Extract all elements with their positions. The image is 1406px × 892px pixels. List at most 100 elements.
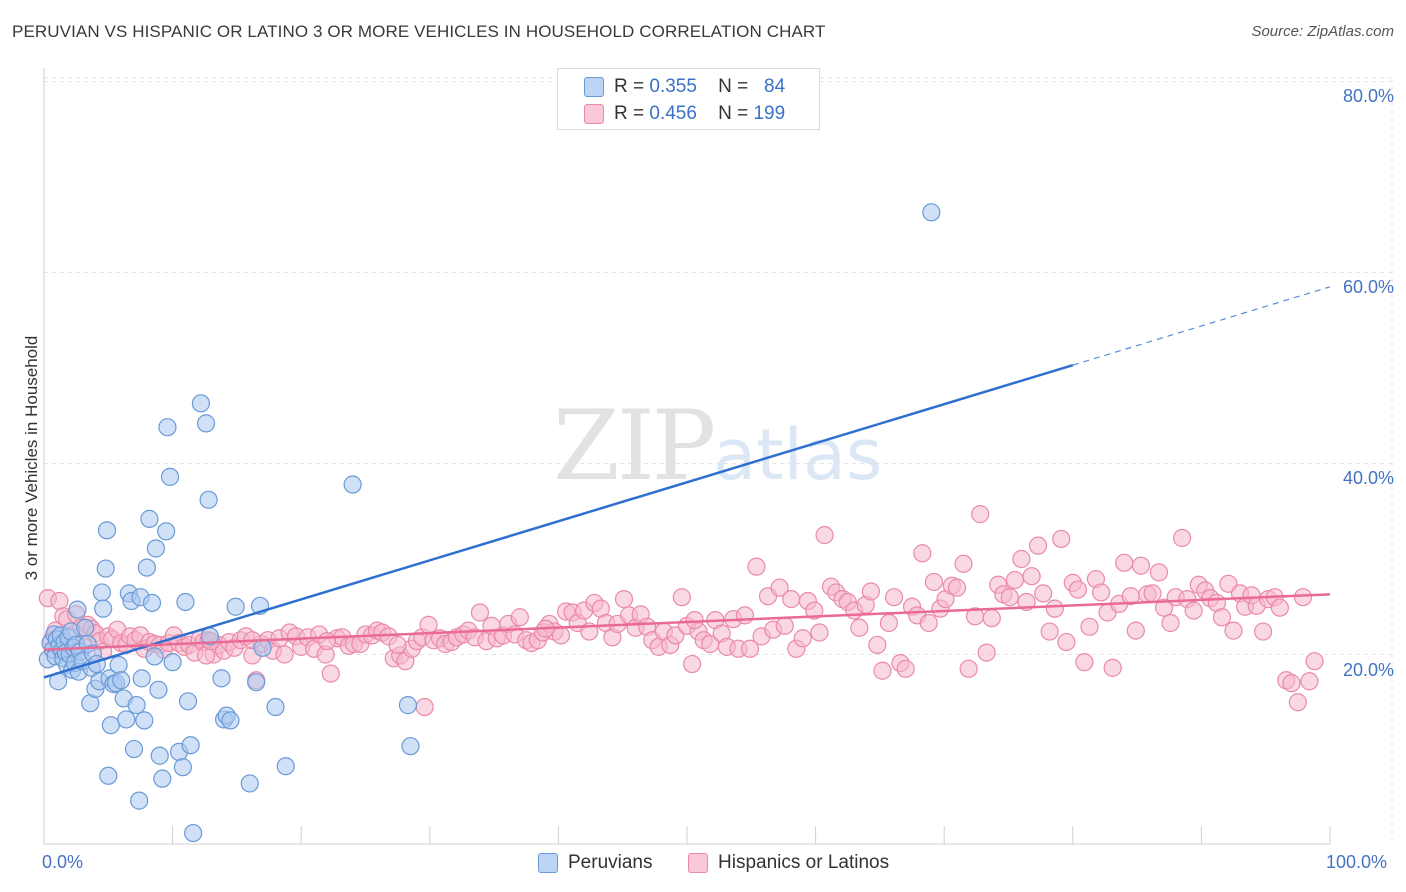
hispanic-point — [321, 664, 340, 683]
peruvian-point — [253, 638, 272, 657]
hispanic-point — [959, 659, 978, 678]
hispanic-point — [1045, 599, 1064, 618]
peruvian-point — [137, 558, 156, 577]
peruvian-point — [140, 509, 159, 528]
peruvian-point — [127, 696, 146, 715]
peruvian-point — [196, 414, 216, 433]
hispanic-point — [1005, 570, 1025, 590]
hispanic-point — [810, 623, 829, 642]
trend-lines — [43, 286, 1331, 679]
hispanic-point — [1091, 583, 1111, 602]
hispanic-point — [275, 645, 294, 664]
hispanic-point — [1212, 608, 1232, 627]
hispanic-point — [1075, 653, 1094, 672]
legend-n-value: 199 — [753, 103, 786, 124]
peruvian-point — [150, 746, 169, 765]
peruvian-point — [276, 757, 295, 776]
hispanic-point — [879, 613, 899, 633]
hispanic-point — [317, 632, 337, 651]
y-tick-label: 60.0% — [1342, 277, 1394, 297]
peruvian-point — [401, 737, 420, 756]
hispanic-point — [50, 591, 69, 611]
hispanic-point — [1126, 621, 1145, 640]
hispanic-point — [805, 601, 824, 620]
legend-r-value: 0.355 — [649, 76, 697, 97]
hispanic-point — [1293, 588, 1313, 607]
peruvian-trend-extension — [1072, 286, 1331, 366]
hispanic-point — [1270, 598, 1289, 617]
hispanic-point — [1057, 632, 1076, 652]
hispanic-point — [747, 557, 766, 576]
peruvian-point — [199, 490, 218, 509]
hispanic-point — [896, 659, 915, 678]
peruvian-point — [145, 647, 164, 666]
hispanic-point — [1115, 553, 1134, 572]
peruvian-point — [398, 696, 418, 715]
peruvian-point — [160, 467, 180, 486]
peruvian-point — [92, 583, 111, 602]
hispanic-point — [971, 505, 990, 524]
peruvian-point — [266, 697, 285, 717]
source-label: Source: ZipAtlas.com — [1251, 23, 1394, 40]
hispanic-point — [1173, 528, 1192, 548]
peruvian-point — [191, 394, 210, 413]
hispanic-point — [683, 654, 702, 674]
peruvian-point — [135, 711, 154, 730]
hispanic-point — [1022, 567, 1041, 586]
hispanic-point — [1103, 658, 1122, 677]
grid — [44, 77, 1393, 844]
hispanic-point — [868, 635, 887, 655]
peruvian-point — [76, 618, 95, 637]
peruvian-point — [157, 522, 176, 541]
peruvian-point — [149, 680, 168, 699]
hispanic-point — [924, 572, 944, 592]
hispanic-point — [884, 588, 904, 607]
peruvian-point — [146, 539, 165, 558]
hispanic-point — [510, 608, 529, 627]
peruvian-point — [212, 669, 231, 688]
hispanic-point — [551, 626, 571, 645]
peruvian-point — [112, 671, 131, 690]
hispanic-point — [1300, 672, 1319, 691]
peruvian-point — [132, 669, 151, 688]
hispanic-point — [782, 590, 801, 609]
peruvian-point — [240, 774, 259, 793]
bottom-legend-label-hispanics: Hispanics or Latinos — [718, 852, 890, 873]
peruvian-point — [247, 673, 266, 692]
axes — [43, 68, 1331, 845]
legend-swatch-peruvians — [584, 77, 604, 97]
peruvian-point — [178, 692, 198, 711]
peruvian-point — [109, 655, 128, 675]
y-tick-label: 20.0% — [1342, 660, 1394, 680]
peruvian-point — [117, 710, 136, 729]
peruvian-point — [97, 521, 117, 540]
hispanic-point — [685, 611, 704, 630]
hispanic-point — [1080, 617, 1099, 636]
hispanic-point — [1143, 584, 1162, 603]
hispanic-point — [1028, 536, 1048, 555]
bottom-legend-swatch-hispanics — [688, 853, 708, 873]
legend-r-label: R = — [614, 76, 645, 97]
hispanic-point — [850, 618, 869, 637]
hispanic-point — [1149, 563, 1169, 582]
x-tick-label-min: 0.0% — [42, 852, 84, 872]
y-tick-label: 40.0% — [1342, 468, 1394, 488]
legend-n-value: 84 — [764, 76, 786, 97]
peruvian-point — [343, 475, 362, 494]
hispanic-point — [1068, 580, 1088, 599]
watermark-zip: ZIP — [553, 390, 716, 502]
hispanic-point — [740, 639, 760, 658]
hispanic-point — [1305, 652, 1324, 671]
hispanic-point — [977, 643, 996, 662]
legend-n-label: N = — [718, 103, 749, 124]
hispanic-point — [873, 661, 892, 680]
peruvian-point — [68, 600, 87, 619]
y-tick-label: 80.0% — [1342, 86, 1394, 106]
hispanic-point — [793, 629, 812, 648]
hispanic-point — [614, 590, 634, 609]
hispanic-point — [1052, 529, 1071, 549]
legend-r-label: R = — [614, 103, 645, 124]
hispanic-point — [1034, 584, 1053, 603]
hispanic-point — [415, 697, 434, 717]
correlation-legend: R = 0.355 N = 84 R = 0.456 N = 199 — [557, 68, 820, 130]
